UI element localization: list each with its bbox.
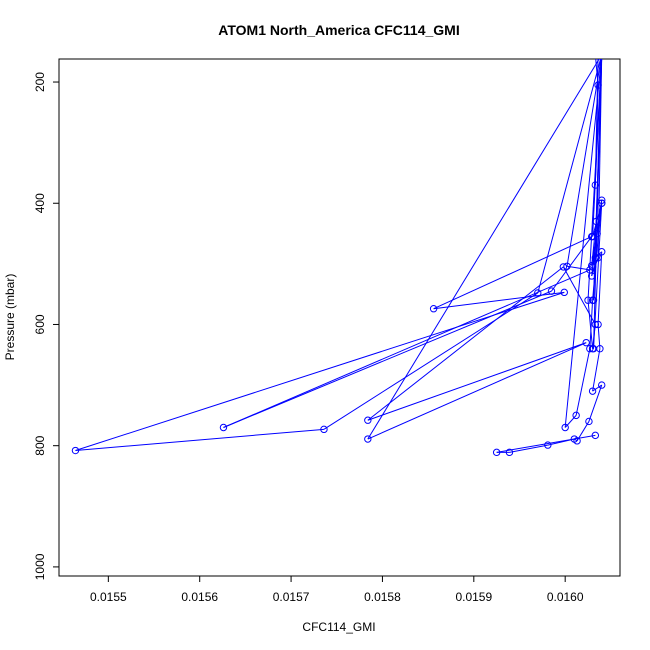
series-line-segment: [223, 269, 591, 428]
data-point: [586, 345, 594, 353]
series-line-segment: [592, 384, 603, 392]
data-point: [534, 289, 542, 297]
y-axis: 200 400 600 800 1000: [33, 72, 59, 580]
data-point: [71, 446, 80, 455]
series-line-segment: [75, 428, 325, 452]
data-point: [598, 248, 606, 256]
data-point: [364, 435, 372, 443]
data-point: [547, 287, 556, 295]
data-point: [598, 196, 606, 204]
data-point: [364, 416, 372, 424]
data-point: [544, 441, 552, 449]
data-point: [591, 431, 600, 440]
series-line-segment: [593, 59, 603, 349]
y-tick-label: 200: [33, 72, 47, 92]
series-line-segment: [564, 415, 577, 428]
series-line-segment: [367, 342, 587, 421]
y-axis-label: Pressure (mbar): [3, 274, 17, 361]
data-point: [429, 305, 438, 313]
data-point: [584, 296, 592, 304]
x-axis-label: CFC114_GMI: [302, 620, 375, 634]
data-point: [598, 199, 606, 207]
series-line-segment: [323, 292, 539, 430]
y-tick-label: 800: [33, 435, 47, 455]
series-line-segment: [576, 421, 590, 442]
series-line-segment: [367, 342, 587, 440]
x-axis: 0.0155 0.0156 0.0157 0.0158 0.0159 0.0160: [90, 576, 584, 604]
x-tick-label: 0.0160: [547, 590, 584, 604]
data-point: [592, 217, 600, 226]
data-point: [582, 338, 590, 347]
data-point: [598, 381, 606, 389]
series-line-segment: [597, 251, 603, 325]
y-tick-label: 600: [33, 314, 47, 334]
series-line-segment: [564, 59, 602, 428]
series-line-segment: [587, 300, 594, 349]
series-line-segment: [433, 291, 565, 310]
series-line-segment: [223, 290, 552, 428]
data-point: [587, 261, 596, 270]
series-line-segment: [509, 444, 548, 453]
x-tick-label: 0.0155: [90, 590, 127, 604]
series-line-segment: [592, 59, 603, 237]
data-point: [589, 345, 598, 353]
series-line-segment: [562, 266, 596, 325]
data-point: [563, 262, 571, 270]
data-point: [585, 417, 593, 426]
data-point: [560, 288, 568, 297]
data-point: [588, 296, 597, 304]
series-layer: [71, 59, 606, 457]
data-point: [559, 263, 568, 271]
series-line-segment: [433, 236, 592, 310]
y-tick-label: 400: [33, 193, 47, 213]
data-point: [573, 437, 581, 445]
data-point: [492, 448, 501, 457]
data-point: [320, 425, 328, 434]
series-line-segment: [566, 59, 602, 267]
series-line-segment: [588, 384, 603, 422]
x-tick-label: 0.0156: [181, 590, 218, 604]
data-point: [505, 448, 514, 457]
series-line-segment: [367, 266, 564, 421]
data-point: [219, 423, 228, 432]
data-point: [594, 320, 602, 329]
series-line-segment: [592, 348, 601, 392]
x-tick-label: 0.0157: [273, 590, 310, 604]
series-line-segment: [575, 348, 591, 416]
data-point: [594, 81, 602, 89]
data-point: [588, 232, 597, 241]
series-line-segment: [551, 236, 593, 292]
plot-frame: [58, 58, 621, 577]
data-point: [561, 423, 569, 432]
series-line-segment: [547, 438, 575, 446]
series-line-segment: [537, 59, 602, 294]
x-tick-label: 0.0159: [455, 590, 492, 604]
data-point: [594, 254, 602, 262]
y-tick-label: 1000: [33, 553, 47, 580]
series-line-segment: [589, 300, 594, 349]
series-line-segment: [566, 265, 590, 271]
series-line-segment: [574, 438, 578, 442]
series-line-segment: [75, 291, 565, 452]
chart-title: ATOM1 North_America CFC114_GMI: [218, 22, 459, 38]
x-tick-label: 0.0158: [364, 590, 401, 604]
series-line-segment: [597, 324, 601, 349]
data-point: [588, 387, 597, 395]
series-0: [71, 59, 606, 457]
data-point: [591, 320, 600, 329]
data-point: [591, 181, 600, 189]
series-line-segment: [367, 59, 600, 440]
data-point: [572, 411, 580, 420]
data-point: [587, 272, 596, 280]
